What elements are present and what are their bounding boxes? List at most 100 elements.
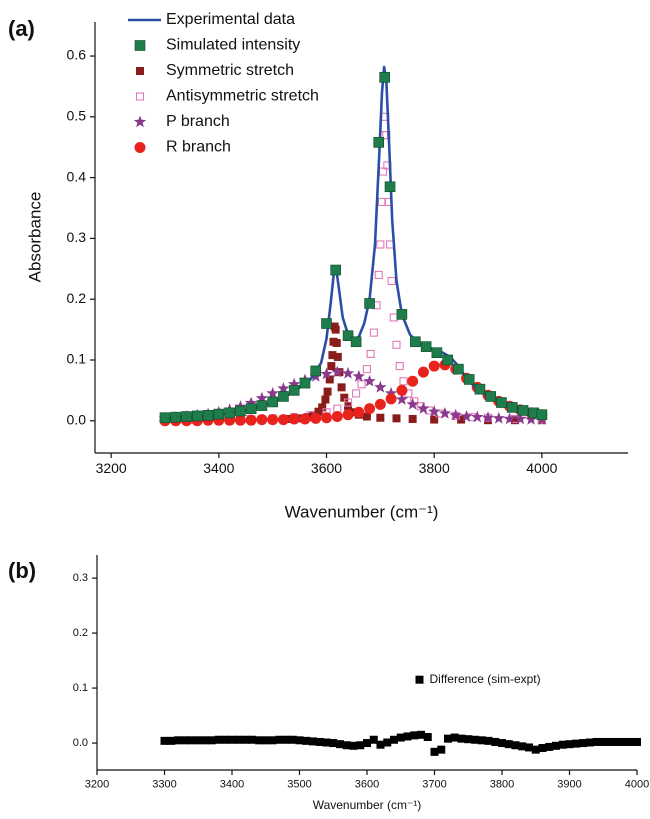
y-tick-label: 0.0 [73,737,88,749]
marker-open-square [135,92,145,101]
marker-square [369,735,378,744]
marker-square [364,298,375,309]
marker-circle [288,413,300,425]
marker-square [431,347,443,358]
marker-star [288,377,301,390]
marker-square [332,338,341,347]
marker-star [320,367,333,380]
marker-square [202,410,214,421]
marker-square [457,734,466,743]
marker-square [518,742,527,751]
marker-square [392,414,401,423]
marker-square [321,395,330,404]
marker-square [612,737,621,746]
marker-star [331,365,344,378]
marker-square [336,740,344,749]
marker-square [299,377,311,389]
marker-square [159,412,171,424]
marker-square [390,735,398,744]
marker-open-square [369,328,378,337]
marker-square [333,352,342,361]
marker-star [428,405,441,417]
marker-star [374,380,387,393]
marker-square [484,736,493,745]
marker-square [350,336,362,348]
marker-star [395,393,409,405]
marker-square [327,362,336,371]
marker-square [410,731,419,740]
marker-star [255,391,269,404]
marker-square [256,400,268,411]
y-tick-label: 0.2 [73,627,88,639]
marker-square [221,735,230,744]
marker-square [396,309,408,320]
x-tick-label: 3300 [152,779,176,791]
marker-open-square [395,362,404,371]
marker-open-square [376,240,385,249]
marker-star [438,407,452,419]
marker-square [207,736,216,745]
marker-circle [267,414,279,426]
marker-square [328,351,337,360]
marker-square [417,730,425,739]
marker-circle [331,411,343,423]
x-tick-label: 3400 [203,460,234,476]
marker-square [536,409,548,421]
marker-square [457,415,466,424]
marker-square [531,745,540,754]
x-tick-label: 3600 [311,460,342,476]
marker-star [503,412,516,425]
marker-square [463,374,475,385]
marker-circle [353,406,365,418]
marker-square [379,72,390,83]
marker-square [278,391,289,402]
marker-square [214,735,223,744]
marker-square [330,264,341,276]
x-tick-label: 4000 [526,460,557,476]
marker-square [234,735,243,744]
marker-square [450,733,459,742]
x-tick-label: 3200 [85,779,109,791]
y-tick-label: 0.3 [73,572,88,584]
marker-square [342,330,354,341]
marker-circle [407,375,419,387]
marker-circle [342,409,354,421]
marker-square [323,387,332,396]
marker-square [288,385,300,396]
panel-label: (b) [8,558,36,583]
marker-square [384,181,396,193]
marker-square [342,741,351,750]
marker-open-square [366,349,375,358]
legend: Difference (sim-expt) [415,672,541,686]
marker-star [277,382,290,394]
marker-open-square [374,270,383,279]
marker-circle [299,413,311,425]
marker-square [180,736,189,745]
marker-square [302,736,311,745]
marker-square [453,363,464,375]
marker-square [565,740,574,749]
marker-square [309,737,317,746]
x-tick-label: 4000 [625,779,649,791]
marker-square [471,735,479,744]
marker-square [538,744,547,753]
marker-square [310,365,322,377]
marker-square [362,412,371,421]
x-tick-label: 3200 [96,460,127,476]
marker-circle [396,384,408,396]
marker-square [181,411,192,422]
x-tick-label: 3400 [220,779,244,791]
marker-square [337,383,346,392]
marker-circle [234,414,246,426]
marker-square [331,325,340,334]
marker-circle [310,412,322,424]
marker-star [266,386,279,399]
marker-circle [385,393,397,405]
x-axis-label: Wavenumber (cm⁻¹) [285,502,439,521]
y-tick-label: 0.1 [73,682,88,694]
marker-square [255,736,263,745]
marker-circle [364,403,376,415]
panel-label: (a) [8,16,35,41]
marker-square [174,736,182,745]
marker-circle [277,414,289,426]
